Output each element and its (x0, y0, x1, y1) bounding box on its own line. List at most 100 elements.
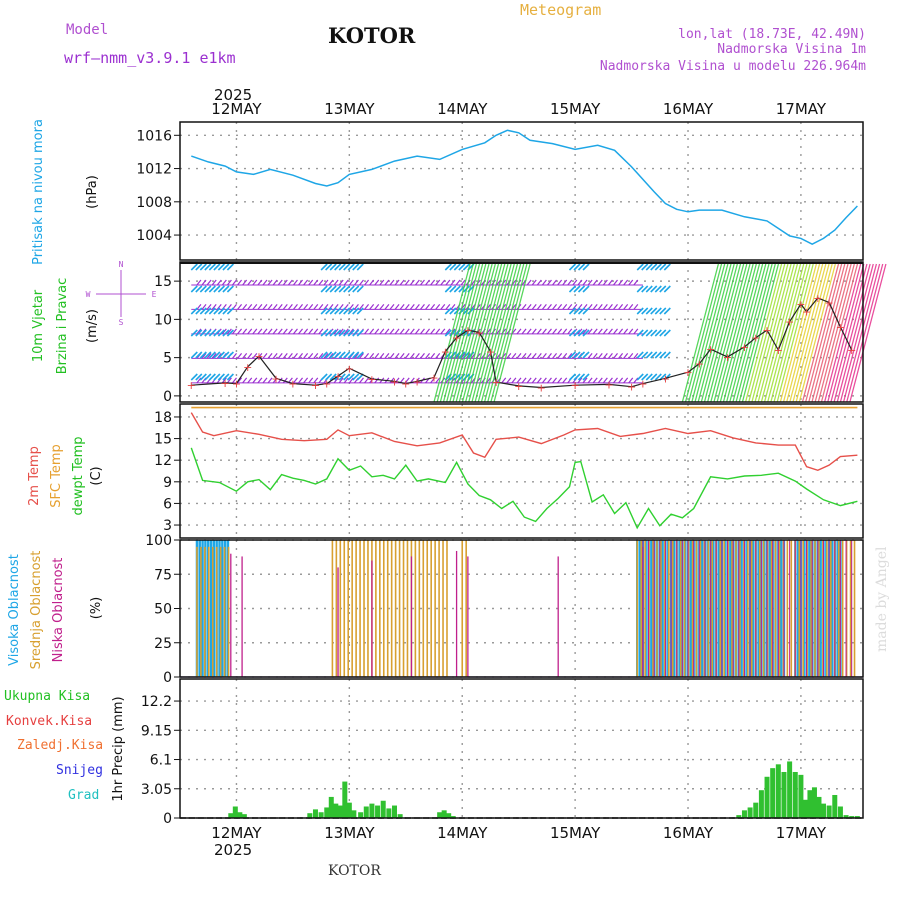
wind-barb-violet (333, 279, 339, 286)
wind-barb-cyan (654, 351, 662, 359)
wind-barb-violet (384, 304, 390, 310)
wind-barb-violet (277, 279, 283, 286)
wind-barb-cyan (641, 285, 649, 293)
wind-barb-violet (384, 353, 390, 359)
wind-barb-violet (303, 353, 309, 359)
dewpoint-line (190, 447, 858, 530)
wind-barb-violet (430, 377, 436, 384)
wind-barb-violet (526, 328, 532, 335)
wind-barb-violet (425, 279, 431, 286)
wind-barb-cyan (226, 285, 234, 293)
wind-barb-violet (308, 279, 314, 286)
wind-gust-marker: + (452, 332, 461, 345)
wind-hatch (691, 263, 729, 403)
wind-barb-violet (277, 377, 283, 384)
wind-barb-cyan (343, 329, 351, 337)
precip-tick-label: 3.05 (141, 782, 172, 798)
wind-tick-label: 10 (154, 312, 172, 328)
wind-barb-violet (582, 279, 588, 286)
wind-barb-violet (242, 353, 248, 359)
wind-barb-violet (618, 353, 624, 359)
wind-gust-marker: + (774, 344, 783, 357)
wind-hatch (433, 263, 471, 403)
wind-hatch (738, 263, 776, 403)
wind-hatch (792, 263, 830, 403)
precip-bar (380, 800, 386, 818)
wind-barb-violet (257, 328, 263, 335)
high-cloud-bar (712, 540, 715, 677)
wind-barb-cyan (641, 373, 649, 381)
wind-barb-violet (369, 328, 375, 335)
wind-hatch (464, 263, 503, 403)
wind-barb-cyan (195, 351, 203, 359)
wind-barb-violet (602, 304, 608, 310)
wind-barb-violet (633, 353, 639, 359)
high-cloud-bar (740, 540, 743, 677)
wind-barb-violet (587, 377, 593, 384)
wind-barb-violet (633, 328, 639, 335)
wind-barb-cyan (222, 285, 230, 293)
model-name: wrf–nmm_v3.9.1 e1km (64, 49, 236, 67)
year-top: 2025 (214, 86, 252, 104)
compass-e: E (152, 290, 157, 299)
wind-barb-violet (353, 279, 359, 286)
wind-barb-violet (374, 353, 380, 359)
wind-barb-cyan (338, 329, 346, 337)
wind-barb-cyan (573, 285, 581, 293)
wind-hatch (830, 263, 868, 403)
wind-barb-violet (633, 377, 639, 384)
wind-barb-violet (303, 377, 309, 384)
watermark: made by Angel (874, 546, 890, 652)
precip-bar (337, 805, 343, 818)
wind-barb-violet (567, 279, 573, 286)
cloud-tick-label: 25 (154, 636, 172, 652)
wind-barb-cyan (347, 351, 355, 359)
wind-barb-violet (562, 279, 568, 286)
bottom-day-label: 12MAY (211, 824, 262, 842)
wind-hatch (805, 263, 843, 403)
wind-barb-violet (435, 279, 441, 286)
wind-barb-violet (303, 328, 309, 335)
wind-barb-violet (247, 304, 253, 310)
wind-barb-violet (557, 353, 563, 359)
wind-barb-violet (369, 279, 375, 286)
precip-bar (736, 815, 742, 818)
wind-barb-violet (592, 304, 598, 310)
wind-barb-violet (303, 279, 309, 286)
wind-barb-violet (618, 304, 624, 310)
wind-barb-violet (292, 377, 298, 384)
wind-gust-marker: + (813, 292, 822, 305)
wind-barb-violet (267, 304, 273, 310)
precip-bar (232, 806, 238, 818)
wind-hatch (713, 263, 751, 403)
wind-gust-marker: + (367, 373, 376, 386)
wind-barb-violet (206, 304, 212, 310)
wind-hatch (483, 263, 522, 403)
wind-barb-violet (211, 279, 217, 286)
wind-barb-cyan (444, 307, 452, 315)
cloud-low-title: Niska Oblacnost (51, 558, 66, 663)
wind-barb-cyan (582, 373, 590, 381)
wind-barb-violet (343, 377, 349, 384)
wind-barb-violet (541, 353, 547, 359)
high-cloud-bar (819, 540, 822, 677)
wind-barb-violet (298, 353, 304, 359)
precip-bar (843, 815, 849, 818)
wind-gust-marker: + (429, 372, 438, 385)
precip-bar (391, 805, 397, 818)
wind-barb-violet (516, 377, 522, 384)
wind-barb-violet (445, 328, 451, 335)
wind-barb-violet (318, 328, 324, 335)
wind-hatch (795, 263, 833, 403)
wind-barb-violet (552, 377, 558, 384)
wind-barb-violet (282, 328, 288, 335)
wind-hatch (455, 263, 493, 403)
wind-barb-cyan (573, 263, 581, 271)
wind-hatch (833, 263, 871, 403)
wind-barb-violet (308, 328, 314, 335)
wind-barb-cyan (195, 263, 203, 271)
wind-barb-cyan (334, 329, 342, 337)
wind-hatch (839, 263, 878, 403)
high-cloud-bar (212, 540, 216, 677)
wind-barb-cyan (190, 263, 198, 271)
